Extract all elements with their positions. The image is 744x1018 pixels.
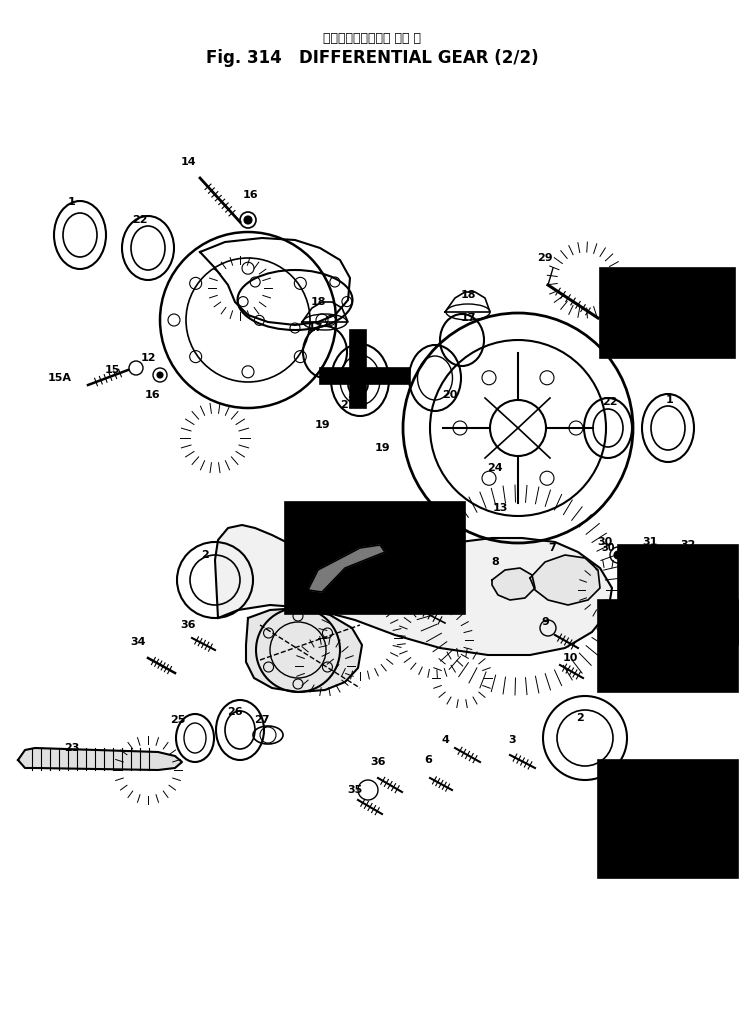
Text: 31: 31 — [632, 287, 648, 297]
Text: 25: 25 — [170, 715, 186, 725]
Text: 1: 1 — [666, 395, 674, 405]
Text: 18: 18 — [310, 297, 326, 307]
Text: 13: 13 — [493, 503, 507, 513]
Text: 14: 14 — [180, 157, 196, 167]
Bar — [350, 330, 366, 408]
Text: 11: 11 — [412, 593, 428, 603]
Text: 19: 19 — [374, 443, 390, 453]
Bar — [598, 600, 738, 692]
Text: 12: 12 — [141, 353, 155, 363]
Polygon shape — [530, 555, 600, 605]
Text: 1: 1 — [68, 197, 76, 207]
Text: 17: 17 — [307, 323, 323, 333]
Text: Fig. 314   DIFFERENTIAL GEAR (2/2): Fig. 314 DIFFERENTIAL GEAR (2/2) — [205, 49, 539, 67]
Circle shape — [157, 372, 163, 378]
Polygon shape — [18, 748, 182, 770]
Text: 32: 32 — [693, 555, 708, 565]
Text: 30: 30 — [597, 538, 612, 547]
Bar — [618, 545, 738, 645]
Text: 9: 9 — [541, 617, 549, 627]
Text: Serial No. ・・: Serial No. ・・ — [605, 282, 667, 292]
Text: 22: 22 — [132, 215, 148, 225]
Text: 15A: 15A — [48, 373, 72, 383]
Polygon shape — [492, 568, 535, 600]
Text: 31: 31 — [619, 312, 637, 325]
Text: 7: 7 — [548, 543, 556, 553]
Text: 適用号機: 適用号機 — [604, 760, 627, 770]
Text: 33: 33 — [310, 552, 327, 565]
Text: 20: 20 — [347, 390, 362, 400]
Text: 34: 34 — [130, 637, 146, 647]
Text: 31: 31 — [652, 557, 667, 567]
Text: 26: 26 — [227, 706, 243, 717]
Text: 4: 4 — [441, 735, 449, 745]
Circle shape — [648, 324, 656, 332]
Text: 21: 21 — [340, 400, 356, 410]
Text: 15: 15 — [104, 365, 120, 375]
Bar — [600, 268, 735, 358]
Text: 35: 35 — [347, 785, 362, 795]
Bar — [320, 367, 410, 384]
Text: 10A: 10A — [685, 628, 711, 641]
Bar — [598, 760, 738, 878]
Text: 3: 3 — [508, 735, 516, 745]
Text: 16: 16 — [144, 390, 160, 400]
Text: 32: 32 — [680, 540, 696, 550]
Text: 36: 36 — [371, 757, 385, 767]
Text: ディファレンシャル ギヤ ー: ディファレンシャル ギヤ ー — [323, 32, 421, 45]
Text: 10: 10 — [702, 825, 722, 839]
Text: 6: 6 — [424, 755, 432, 765]
Text: 19: 19 — [314, 420, 330, 430]
Text: 22: 22 — [602, 397, 618, 407]
Circle shape — [244, 216, 252, 224]
Circle shape — [665, 577, 671, 583]
Text: 8: 8 — [491, 557, 499, 567]
Polygon shape — [246, 608, 362, 692]
Text: 30: 30 — [626, 557, 641, 567]
Circle shape — [614, 551, 622, 559]
Polygon shape — [308, 545, 385, 592]
Text: 27: 27 — [254, 715, 270, 725]
Text: 16: 16 — [243, 190, 258, 200]
Circle shape — [633, 573, 643, 583]
Text: 23: 23 — [64, 743, 80, 753]
Text: 29: 29 — [537, 253, 553, 263]
Text: 24: 24 — [487, 463, 503, 473]
Text: 17: 17 — [461, 313, 475, 323]
Text: Serial No. ・・: Serial No. ・・ — [604, 772, 666, 782]
Text: 2: 2 — [576, 713, 584, 723]
Text: 18: 18 — [461, 290, 475, 300]
Bar — [285, 502, 465, 614]
Text: 2: 2 — [201, 550, 209, 560]
Text: リキッド ガスケット 塗布: リキッド ガスケット 塗布 — [290, 502, 361, 512]
Text: 適用号機: 適用号機 — [605, 270, 629, 280]
Text: Apply Liquid Gasket: Apply Liquid Gasket — [290, 514, 394, 524]
Text: 30: 30 — [601, 543, 615, 553]
Text: 36: 36 — [180, 620, 196, 630]
Polygon shape — [215, 525, 612, 655]
Text: 10: 10 — [612, 655, 628, 665]
Text: 31: 31 — [642, 538, 658, 547]
Text: 20: 20 — [443, 390, 458, 400]
Text: 10: 10 — [562, 653, 577, 663]
